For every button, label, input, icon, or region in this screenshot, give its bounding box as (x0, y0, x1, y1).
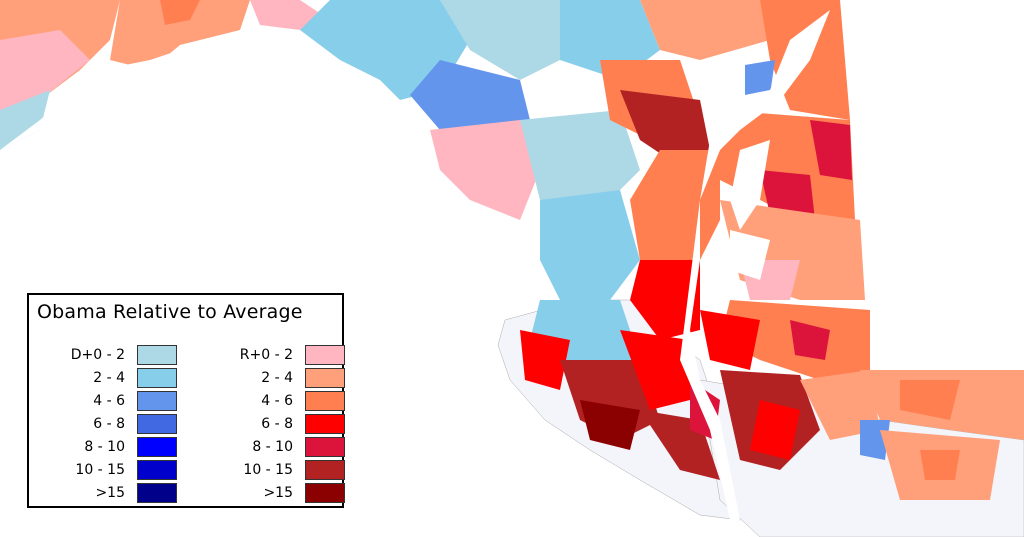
republican-legend-label: 4 - 6 (261, 393, 293, 409)
legend-title: Obama Relative to Average (37, 301, 303, 323)
republican-legend-row: 6 - 8 (205, 414, 345, 437)
republican-legend-swatch (305, 368, 345, 388)
democratic-legend-label: 6 - 8 (93, 416, 125, 432)
republican-legend-row: 8 - 10 (205, 437, 345, 460)
republican-legend-label: >15 (263, 485, 293, 501)
democratic-legend-swatch (137, 483, 177, 503)
republican-legend-swatch (305, 391, 345, 411)
republican-legend-swatch (305, 345, 345, 365)
republican-legend-row: 4 - 6 (205, 391, 345, 414)
legend-democratic-column: D+0 - 2 2 - 4 4 - 6 6 - 8 8 - 10 10 - 15 >15 (37, 345, 177, 506)
republican-legend-row: 2 - 4 (205, 368, 345, 391)
western-maryland (0, 0, 440, 150)
democratic-legend-swatch (137, 368, 177, 388)
democratic-legend-row: 8 - 10 (37, 437, 177, 460)
democratic-legend-row: 6 - 8 (37, 414, 177, 437)
democratic-legend-swatch (137, 437, 177, 457)
republican-legend-swatch (305, 437, 345, 457)
republican-legend-swatch (305, 483, 345, 503)
central-maryland (300, 0, 770, 340)
democratic-legend-label: 2 - 4 (93, 370, 125, 386)
democratic-legend-row: 4 - 6 (37, 391, 177, 414)
republican-legend-row: >15 (205, 483, 345, 506)
democratic-legend-label: D+0 - 2 (70, 347, 125, 363)
chesapeake-bay (680, 10, 830, 520)
democratic-legend-label: 8 - 10 (84, 439, 125, 455)
democratic-legend-swatch (137, 414, 177, 434)
democratic-legend-swatch (137, 345, 177, 365)
democratic-legend-row: >15 (37, 483, 177, 506)
democratic-legend-label: 10 - 15 (75, 462, 125, 478)
democratic-legend-swatch (137, 391, 177, 411)
democratic-legend-swatch (137, 460, 177, 480)
republican-legend-label: 2 - 4 (261, 370, 293, 386)
democratic-legend-row: 2 - 4 (37, 368, 177, 391)
democratic-legend-label: >15 (95, 485, 125, 501)
republican-legend-row: 10 - 15 (205, 460, 345, 483)
republican-legend-label: 8 - 10 (252, 439, 293, 455)
republican-legend-swatch (305, 414, 345, 434)
democratic-legend-label: 4 - 6 (93, 393, 125, 409)
map-legend: Obama Relative to Average D+0 - 2 2 - 4 4 … (27, 293, 345, 508)
republican-legend-label: R+0 - 2 (239, 347, 293, 363)
democratic-legend-row: D+0 - 2 (37, 345, 177, 368)
legend-republican-column: R+0 - 2 2 - 4 4 - 6 6 - 8 8 - 10 10 - 15 >15 (205, 345, 345, 506)
republican-legend-label: 10 - 15 (243, 462, 293, 478)
democratic-legend-row: 10 - 15 (37, 460, 177, 483)
republican-legend-swatch (305, 460, 345, 480)
republican-legend-label: 6 - 8 (261, 416, 293, 432)
republican-legend-row: R+0 - 2 (205, 345, 345, 368)
